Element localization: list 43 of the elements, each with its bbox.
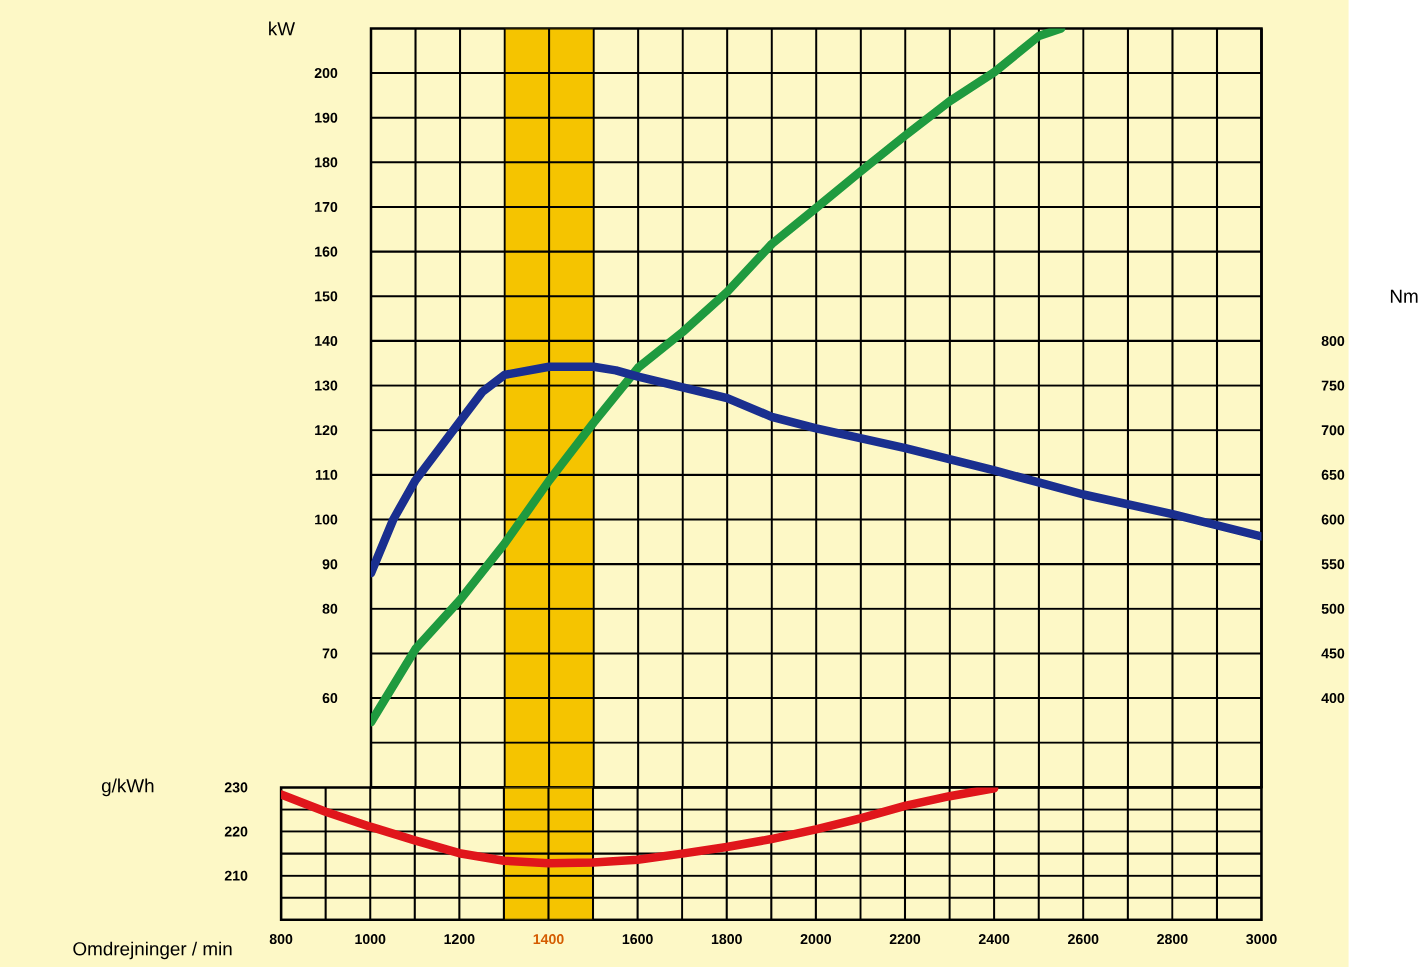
- y-tick-label: 190: [315, 112, 338, 123]
- y-tick-label: 200: [314, 67, 338, 78]
- y-tick-label: 80: [322, 603, 338, 614]
- y2-tick-label: 450: [1321, 648, 1345, 659]
- y-tick-label: 100: [315, 514, 338, 525]
- x-tick-label: 1600: [622, 934, 653, 945]
- y2-tick-label: 700: [1321, 425, 1345, 436]
- x-tick-label: 2000: [800, 934, 832, 945]
- y2-tick-label: 600: [1321, 514, 1345, 525]
- y2-tick-label: 800: [1321, 335, 1345, 346]
- y-axis-title: g/kWh: [101, 778, 154, 797]
- y2-tick-label: 400: [1321, 692, 1345, 704]
- x-tick-label: 1000: [355, 934, 386, 945]
- x-tick-label: 2200: [889, 934, 921, 945]
- y-tick-label: 230: [224, 782, 248, 793]
- y-tick-label: 220: [224, 826, 248, 837]
- y-tick-label: 140: [315, 335, 338, 346]
- y2-tick-label: 500: [1321, 603, 1345, 614]
- x-tick-label: 1400: [533, 934, 564, 945]
- x-axis-title: Omdrejninger / min: [73, 941, 232, 960]
- x-tick-label: 800: [269, 934, 293, 945]
- y-tick-label: 180: [315, 157, 338, 168]
- y-tick-label: 210: [224, 870, 248, 881]
- y-axis-title: kW: [269, 21, 296, 36]
- x-tick-label: 2800: [1157, 934, 1188, 945]
- x-tick-label: 2400: [978, 934, 1010, 945]
- y-tick-label: 160: [315, 246, 338, 257]
- x-tick-label: 3000: [1246, 934, 1277, 945]
- y-tick-label: 60: [322, 692, 338, 703]
- y-tick-label: 70: [322, 648, 338, 659]
- y-tick-label: 170: [315, 201, 338, 212]
- y2-tick-label: 750: [1321, 380, 1345, 391]
- y-tick-label: 150: [315, 291, 338, 302]
- y-tick-label: 130: [315, 380, 338, 391]
- y2-tick-label: 650: [1321, 469, 1345, 480]
- y-tick-label: 90: [322, 559, 338, 570]
- y-tick-label: 120: [315, 425, 338, 436]
- x-tick-label: 1200: [444, 934, 475, 945]
- y2-tick-label: 550: [1321, 559, 1345, 570]
- y-tick-label: 110: [315, 469, 338, 480]
- y2-axis-title: Nm: [1390, 289, 1418, 303]
- x-tick-label: 2600: [1068, 934, 1099, 945]
- x-tick-label: 1800: [711, 934, 742, 945]
